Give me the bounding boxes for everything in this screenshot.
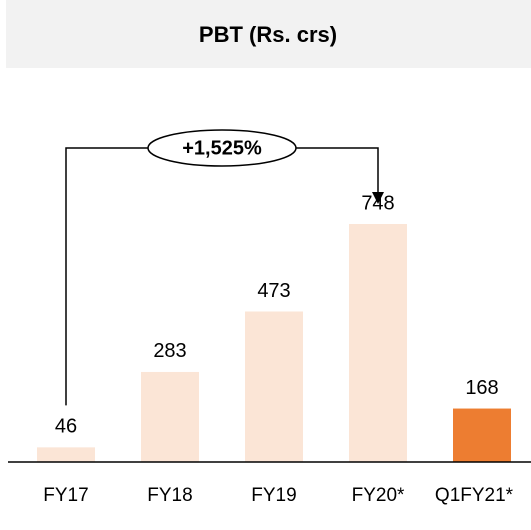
bar (37, 447, 95, 462)
value-label: 168 (465, 377, 498, 399)
x-tick-label: Q1FY21* (435, 485, 514, 506)
annotation-arrowhead (372, 192, 384, 204)
bar (141, 371, 199, 462)
x-tick-label: FY17 (43, 485, 88, 506)
bar (349, 224, 407, 462)
x-tick-label: FY18 (147, 485, 192, 506)
title-band (6, 0, 531, 68)
x-tick-label: FY19 (251, 485, 296, 506)
value-label: 283 (153, 340, 186, 362)
x-tick-label: FY20* (352, 485, 405, 506)
chart-title: PBT (Rs. crs) (199, 22, 337, 47)
annotation-ellipse (147, 129, 297, 167)
annotation-text: +1,525% (182, 137, 262, 159)
annotation-bracket (65, 147, 379, 406)
bar (245, 311, 303, 462)
value-label: 46 (55, 416, 77, 438)
bar (453, 408, 511, 462)
value-label: 473 (257, 280, 290, 302)
